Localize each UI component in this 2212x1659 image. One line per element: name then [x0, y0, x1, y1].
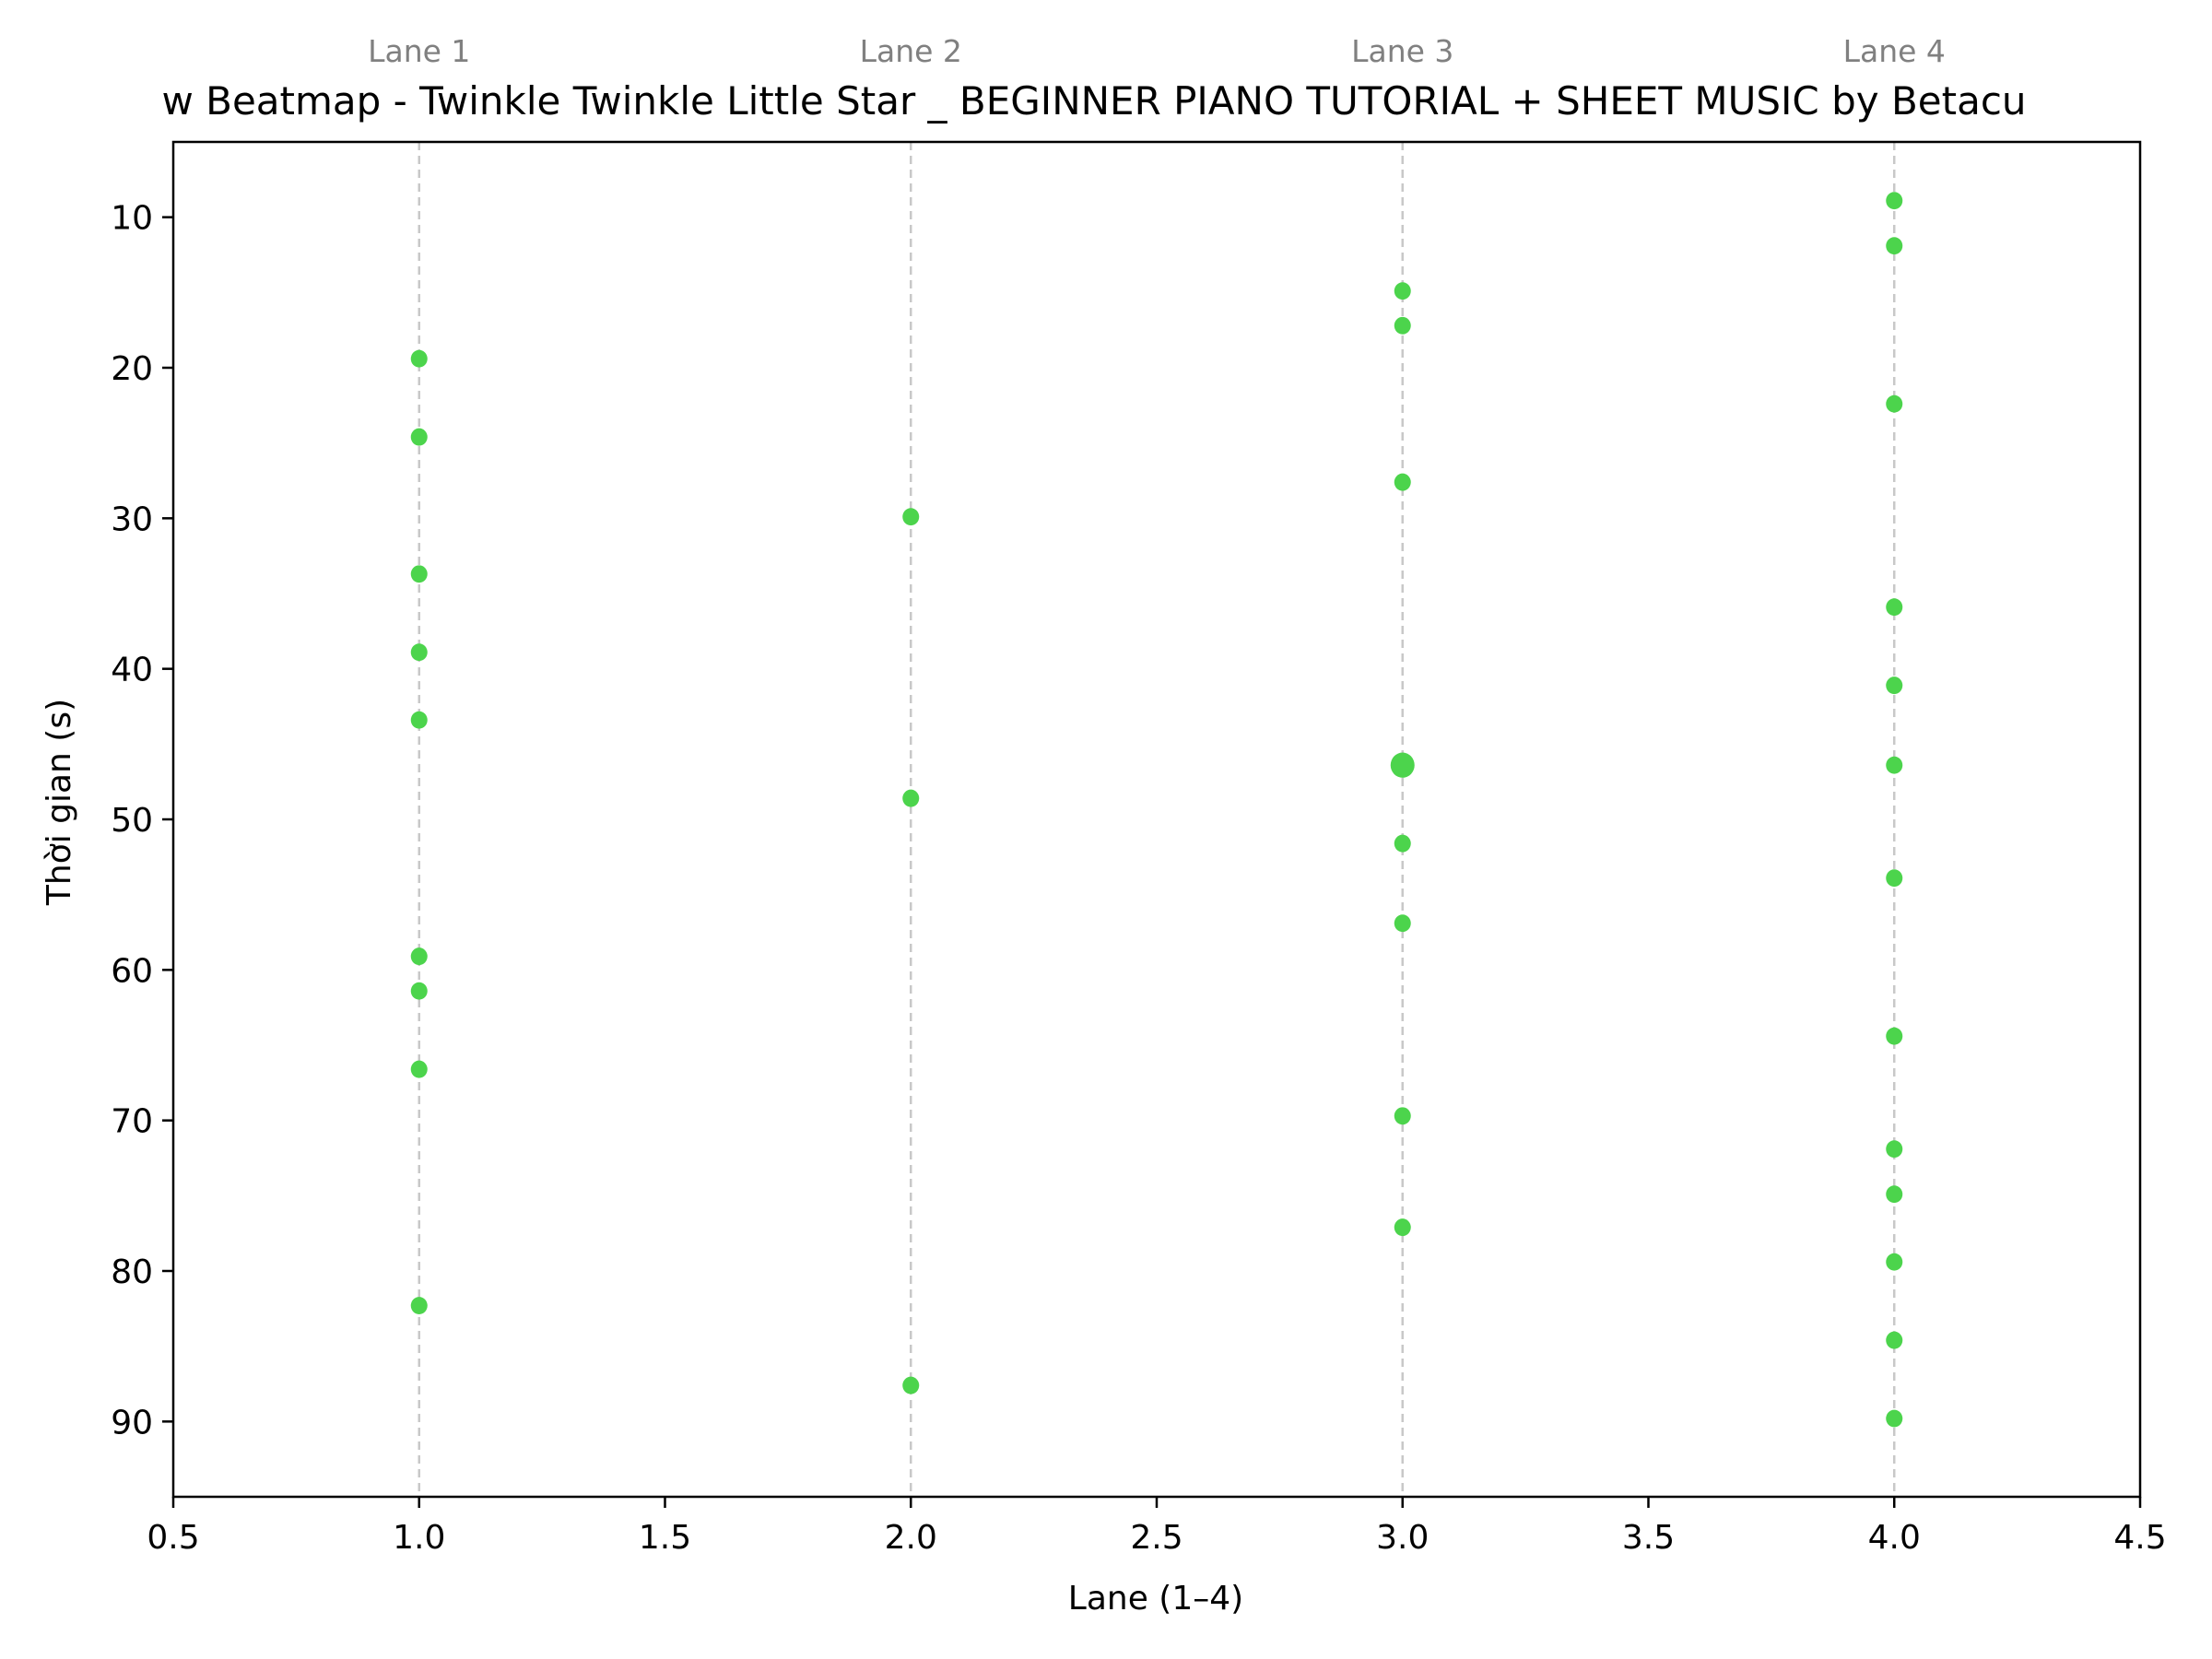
x-tick-label: 1.5: [639, 1519, 691, 1557]
x-axis-ticks: 0.5 1.0 1.5 2.0 2.5 3.0 3.5 4.0 4.5: [147, 1497, 2167, 1557]
data-point: [1886, 756, 1903, 774]
x-tick-label: 4.0: [1868, 1519, 1921, 1557]
data-point: [1886, 1140, 1903, 1159]
y-axis-ticks: 10 20 30 40 50 60 70 80 90: [111, 200, 173, 1441]
y-tick-label: 10: [111, 200, 153, 238]
data-point: [1394, 282, 1411, 300]
data-point: [1394, 834, 1411, 853]
y-axis-label: Thời gian (s): [41, 699, 78, 906]
lane-label-4: Lane 4: [1843, 33, 1946, 69]
data-point: [1886, 237, 1903, 255]
chart-title: w Beatmap - Twinkle Twinkle Little Star …: [161, 78, 2026, 124]
data-points: [410, 192, 1903, 1428]
data-point: [1886, 1253, 1903, 1271]
data-point: [410, 947, 428, 966]
data-point: [1886, 192, 1903, 210]
data-point: [1394, 316, 1411, 335]
y-tick-label: 60: [111, 952, 153, 990]
x-tick-label: 4.5: [2113, 1519, 2166, 1557]
x-tick-label: 2.0: [885, 1519, 937, 1557]
data-point: [410, 643, 428, 662]
data-point: [1394, 1218, 1411, 1237]
data-point: [1390, 752, 1415, 778]
x-tick-label: 1.0: [393, 1519, 445, 1557]
y-tick-label: 30: [111, 500, 153, 538]
lane-label-3: Lane 3: [1351, 33, 1453, 69]
x-tick-label: 0.5: [147, 1519, 199, 1557]
data-point: [902, 1376, 920, 1394]
x-tick-label: 3.5: [1622, 1519, 1675, 1557]
y-tick-label: 80: [111, 1253, 153, 1291]
data-point: [1886, 1027, 1903, 1045]
data-point: [1394, 914, 1411, 933]
data-point: [1394, 1107, 1411, 1125]
y-tick-label: 70: [111, 1103, 153, 1141]
x-tick-label: 2.5: [1130, 1519, 1182, 1557]
lane-label-1: Lane 1: [368, 33, 470, 69]
x-tick-label: 3.0: [1376, 1519, 1429, 1557]
y-tick-label: 40: [111, 652, 153, 689]
data-point: [1886, 869, 1903, 888]
data-point: [410, 565, 428, 583]
x-axis-label: Lane (1–4): [1068, 1580, 1243, 1618]
y-tick-label: 20: [111, 350, 153, 388]
data-point: [1394, 473, 1411, 491]
data-point: [410, 428, 428, 446]
data-point: [902, 789, 920, 807]
data-point: [410, 349, 428, 368]
data-point: [1886, 1185, 1903, 1204]
lane-lines: [418, 142, 1896, 1497]
data-point: [410, 1060, 428, 1078]
lane-labels: Lane 1 Lane 2 Lane 3 Lane 4: [368, 33, 1946, 69]
data-point: [902, 508, 920, 526]
data-point: [410, 711, 428, 729]
data-point: [410, 1297, 428, 1315]
y-tick-label: 50: [111, 802, 153, 840]
data-point: [1886, 1331, 1903, 1349]
data-point: [1886, 394, 1903, 413]
y-tick-label: 90: [111, 1404, 153, 1441]
data-point: [1886, 598, 1903, 617]
data-point: [410, 982, 428, 1000]
data-point: [1886, 1409, 1903, 1428]
data-point: [1886, 677, 1903, 695]
lane-label-2: Lane 2: [860, 33, 962, 69]
